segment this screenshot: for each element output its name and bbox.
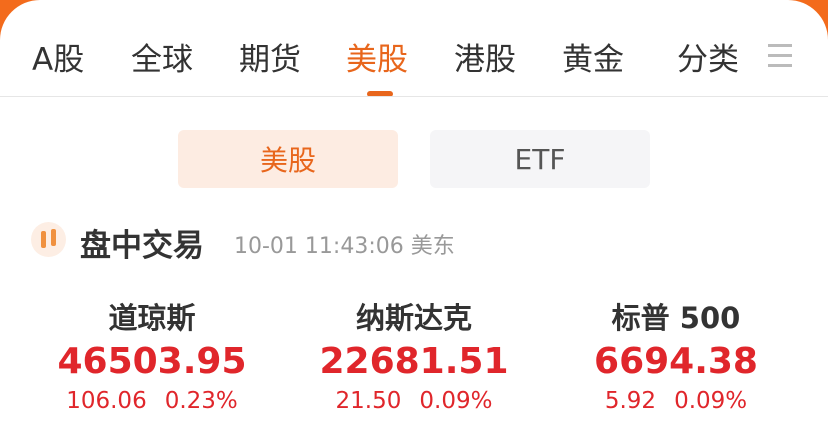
index-sp500[interactable]: 标普 500 6694.38 5.92 0.09% <box>561 295 791 414</box>
section-time: 10-01 11:43:06 美东 <box>234 234 455 259</box>
index-pct: 0.09% <box>674 388 748 414</box>
tab-us-stocks[interactable]: 美股 <box>346 42 408 78</box>
index-change: 21.50 <box>335 388 402 414</box>
index-pct: 0.09% <box>419 388 493 414</box>
index-change: 106.06 <box>66 388 147 414</box>
market-tabs: A股 全球 期货 美股 港股 黄金 分类 <box>0 34 828 78</box>
tab-futures[interactable]: 期货 <box>239 42 301 78</box>
index-nasdaq[interactable]: 纳斯达克 22681.51 21.50 0.09% <box>299 295 529 414</box>
segment-etf[interactable]: ETF <box>430 130 650 188</box>
divider <box>0 96 828 97</box>
index-name: 标普 500 <box>611 301 741 335</box>
active-tab-indicator <box>367 91 393 97</box>
index-name: 道琼斯 <box>108 301 196 335</box>
menu-icon[interactable] <box>768 44 792 74</box>
index-pct: 0.23% <box>164 388 238 414</box>
candlestick-icon <box>31 222 66 257</box>
tab-gold[interactable]: 黄金 <box>562 42 624 78</box>
tab-a-shares[interactable]: A股 <box>32 42 85 78</box>
tab-category[interactable]: 分类 <box>677 42 739 78</box>
segment-us-stocks[interactable]: 美股 <box>178 130 398 188</box>
index-dow[interactable]: 道琼斯 46503.95 106.06 0.23% <box>37 295 267 414</box>
index-price: 6694.38 <box>594 341 758 382</box>
tab-hk-stocks[interactable]: 港股 <box>454 42 516 78</box>
index-name: 纳斯达克 <box>355 301 472 335</box>
index-price: 22681.51 <box>319 341 509 382</box>
section-title: 盘中交易 <box>80 228 204 264</box>
tab-global[interactable]: 全球 <box>131 42 193 78</box>
index-change: 5.92 <box>604 388 657 414</box>
index-price: 46503.95 <box>57 341 247 382</box>
